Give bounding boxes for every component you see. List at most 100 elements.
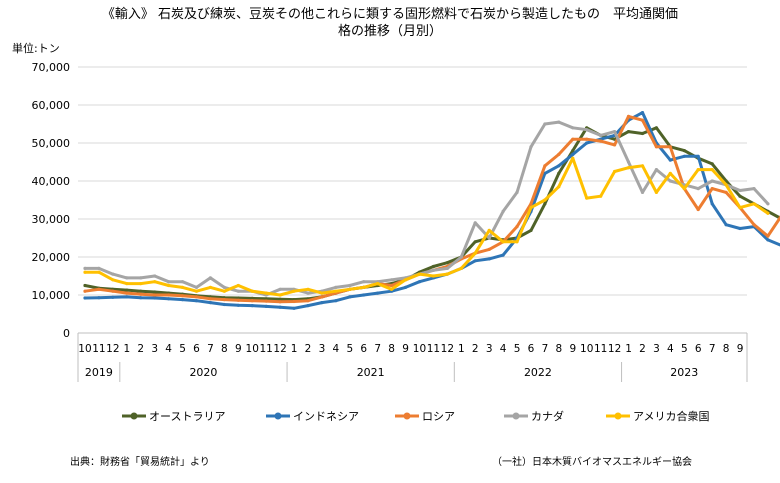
data-point — [139, 289, 143, 293]
legend-marker — [512, 412, 520, 420]
x-tick-label: 5 — [514, 343, 521, 355]
data-point — [208, 297, 212, 301]
data-point — [459, 255, 463, 259]
data-point — [390, 283, 394, 288]
data-point — [529, 145, 533, 149]
data-point — [417, 280, 422, 284]
data-point — [306, 287, 310, 291]
x-tick-label: 10 — [78, 343, 91, 355]
data-point — [306, 299, 310, 303]
data-point — [626, 130, 631, 134]
x-tick-label: 1 — [458, 343, 465, 355]
data-point — [139, 296, 143, 300]
data-point — [111, 278, 115, 282]
data-point — [473, 259, 477, 263]
data-point — [668, 171, 672, 175]
data-point — [236, 303, 240, 307]
data-point — [529, 206, 533, 210]
data-point — [654, 168, 659, 172]
x-tick-label: 9 — [737, 343, 744, 355]
data-point — [543, 171, 547, 175]
data-point — [487, 236, 491, 240]
data-point — [696, 187, 700, 191]
data-point — [557, 171, 561, 175]
data-point — [167, 280, 171, 284]
source-note: 出典：財務省「貿易統計」より — [70, 457, 210, 468]
data-point — [83, 289, 87, 293]
data-point — [696, 168, 700, 172]
legend-marker — [614, 412, 622, 420]
data-point — [222, 289, 226, 293]
x-tick-label: 10 — [580, 343, 593, 355]
data-point — [487, 257, 491, 261]
data-point — [139, 292, 143, 296]
series-line — [83, 120, 770, 297]
data-point — [278, 297, 282, 301]
data-point — [362, 293, 366, 297]
x-tick-label: 7 — [207, 343, 214, 355]
x-tick-label: 12 — [441, 343, 454, 355]
data-point — [278, 293, 282, 297]
data-point — [125, 291, 129, 295]
data-point — [236, 298, 240, 302]
data-point — [710, 179, 714, 183]
data-point — [752, 187, 756, 191]
x-tick-label: 3 — [319, 343, 326, 355]
series-line — [83, 126, 780, 302]
data-point — [194, 299, 199, 303]
x-tick-label: 10 — [246, 343, 259, 355]
data-point — [320, 295, 324, 299]
x-tick-label: 6 — [695, 343, 702, 355]
data-point — [390, 278, 394, 282]
x-tick-label: 8 — [723, 343, 730, 355]
x-tick-label: 10 — [413, 343, 426, 355]
x-tick-label: 8 — [556, 343, 563, 355]
x-tick-label: 11 — [427, 343, 440, 355]
x-tick-label: 3 — [653, 343, 660, 355]
x-tick-label: 7 — [542, 343, 549, 355]
data-point — [501, 240, 505, 244]
data-point — [710, 168, 714, 172]
data-point — [250, 304, 254, 308]
data-point — [501, 209, 505, 213]
data-point — [571, 149, 575, 153]
data-point — [111, 295, 115, 299]
x-tick-label: 3 — [151, 343, 158, 355]
data-point — [97, 266, 101, 270]
x-tick-label: 9 — [402, 343, 409, 355]
data-point — [139, 276, 143, 280]
data-point — [180, 280, 185, 284]
data-point — [766, 234, 770, 238]
data-point — [710, 162, 714, 166]
data-point — [431, 264, 435, 269]
data-point — [571, 152, 575, 156]
x-tick-label: 4 — [165, 343, 172, 355]
x-tick-label: 1 — [625, 343, 632, 355]
y-tick-label: 60,000 — [32, 99, 71, 112]
data-point — [222, 302, 226, 307]
data-point — [334, 299, 338, 303]
data-point — [613, 130, 617, 134]
x-year-label: 2023 — [670, 366, 698, 379]
x-tick-label: 4 — [333, 343, 340, 355]
x-tick-label: 8 — [221, 343, 228, 355]
data-point — [180, 285, 185, 289]
data-point — [362, 280, 366, 284]
data-point — [278, 287, 282, 291]
x-tick-label: 9 — [569, 343, 576, 355]
data-point — [668, 158, 672, 162]
legend-label: インドネシア — [293, 410, 359, 423]
data-point — [543, 164, 547, 168]
data-point — [83, 283, 87, 288]
legend-marker — [274, 412, 282, 420]
data-point — [640, 118, 645, 122]
data-point — [473, 221, 477, 225]
x-tick-label: 1 — [291, 343, 298, 355]
data-point — [222, 285, 226, 289]
legend-label: アメリカ合衆国 — [633, 409, 709, 423]
data-point — [613, 169, 617, 174]
data-point — [278, 300, 282, 304]
data-point — [599, 139, 603, 143]
chart-title-line1: 《輸入》 石炭及び練炭、豆炭その他これらに類する固形燃料で石炭から製造したもの … — [101, 7, 679, 22]
